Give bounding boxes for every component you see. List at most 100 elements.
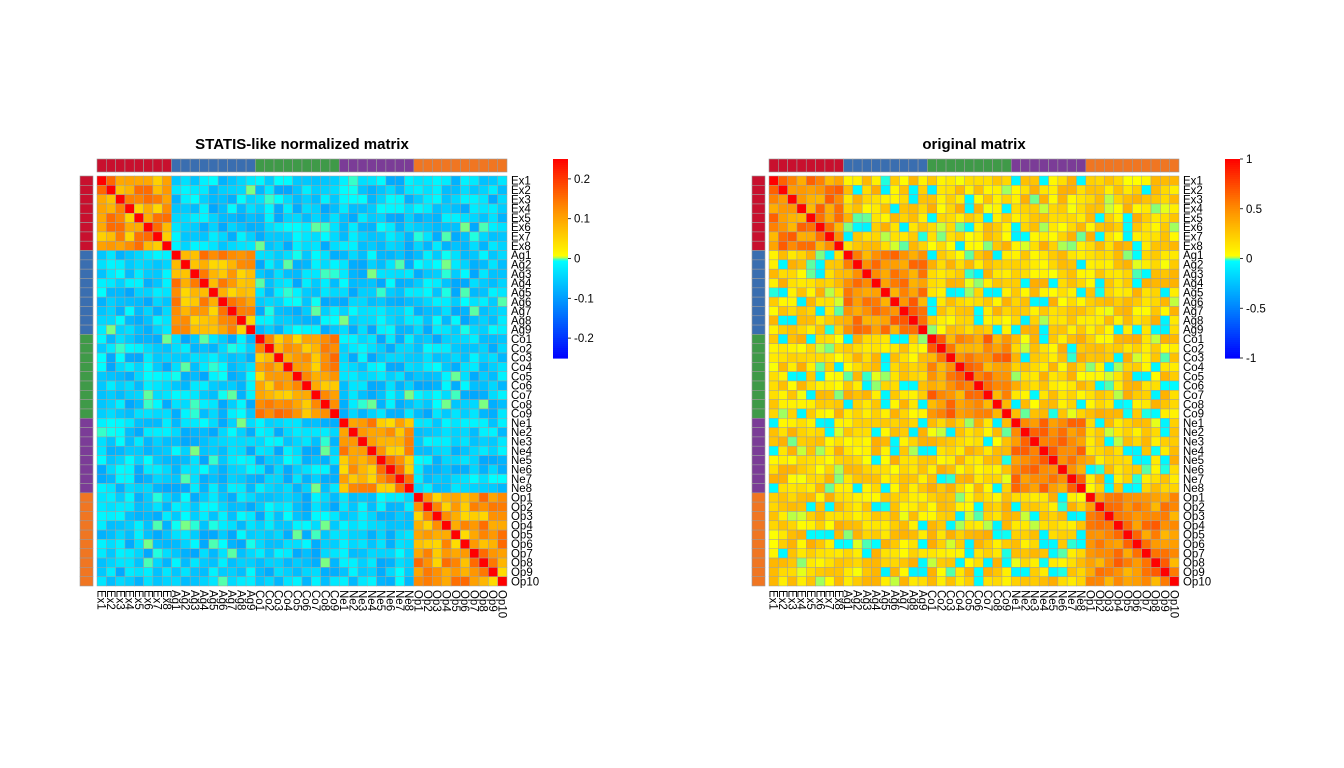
heatmap-cell (124, 548, 135, 559)
heatmap-cell (1122, 492, 1133, 503)
heatmap-cell (1029, 362, 1040, 372)
heatmap-cell (311, 408, 321, 419)
heatmap-cell (1011, 436, 1021, 447)
heatmap-cell (394, 390, 405, 400)
heatmap-cell (1029, 492, 1040, 503)
heatmap-cell (273, 548, 284, 559)
row-group-cell (751, 287, 766, 298)
heatmap-cell (843, 380, 854, 391)
heatmap-cell (861, 287, 872, 298)
heatmap-cell (964, 418, 975, 428)
heatmap-cell (180, 371, 191, 382)
heatmap-cell (1169, 427, 1180, 438)
heatmap-cell (301, 352, 312, 363)
heatmap-cell (1122, 445, 1133, 456)
heatmap-cell (945, 418, 956, 428)
heatmap-cell (1020, 539, 1031, 549)
heatmap-cell (983, 231, 993, 242)
column-group-cell (1132, 158, 1143, 173)
heatmap-cell (488, 427, 498, 438)
heatmap-cell (1001, 296, 1012, 307)
heatmap-cell (357, 287, 368, 298)
heatmap-cell (292, 455, 303, 466)
heatmap-cell (366, 418, 377, 428)
heatmap-cell (871, 259, 882, 270)
colorbar-segment (1224, 344, 1240, 347)
heatmap-cell (441, 334, 452, 344)
heatmap-cell (124, 380, 135, 391)
heatmap-cell (983, 418, 993, 428)
heatmap-cell (413, 390, 424, 400)
heatmap-cell (778, 259, 788, 270)
heatmap-cell (936, 213, 947, 223)
heatmap-cell (189, 250, 200, 261)
heatmap-cell (422, 324, 433, 335)
heatmap-cell (778, 427, 788, 438)
heatmap-cell (245, 343, 256, 354)
heatmap-cell (1122, 185, 1133, 195)
heatmap-cell (880, 296, 891, 307)
heatmap-cell (1085, 408, 1096, 419)
heatmap-cell (1001, 222, 1012, 233)
heatmap-cell (134, 343, 144, 354)
heatmap-cell (180, 278, 191, 289)
heatmap-cell (778, 352, 788, 363)
heatmap-cell (1048, 557, 1059, 568)
column-label: Co6 (972, 590, 984, 611)
heatmap-cell (908, 408, 919, 419)
heatmap-cell (815, 576, 826, 587)
row-group-cell (79, 417, 94, 428)
column-group-cell (180, 158, 191, 173)
heatmap-cell (497, 399, 508, 410)
heatmap-cell (199, 380, 210, 391)
heatmap-cell (1048, 194, 1059, 205)
heatmap-cell (927, 343, 937, 354)
heatmap-cell (422, 557, 433, 568)
heatmap-cell (815, 315, 826, 326)
heatmap-cell (227, 436, 238, 447)
heatmap-cell (1001, 306, 1012, 317)
heatmap-cell (329, 287, 340, 298)
heatmap-cell (96, 306, 107, 317)
heatmap-cell (908, 427, 919, 438)
heatmap-cell (992, 259, 1003, 270)
row-label: Op9 (511, 567, 533, 579)
heatmap-cell (497, 287, 508, 298)
heatmap-cell (1141, 334, 1152, 344)
heatmap-cell (413, 380, 424, 391)
heatmap-cell (852, 287, 863, 298)
heatmap-cell (301, 362, 312, 372)
heatmap-cell (1160, 529, 1170, 540)
heatmap-cell (171, 324, 182, 335)
heatmap-cell (115, 539, 126, 549)
heatmap-cell (1048, 408, 1059, 419)
row-label: Ex8 (511, 241, 531, 253)
heatmap-cell (283, 287, 293, 298)
heatmap-cell (413, 576, 424, 587)
colorbar-segment (1224, 272, 1240, 276)
heatmap-cell (357, 296, 368, 307)
heatmap-cell (236, 380, 247, 391)
heatmap-cell (497, 315, 508, 326)
heatmap-cell (376, 418, 387, 428)
heatmap-cell (778, 445, 788, 456)
heatmap-cell (973, 408, 984, 419)
heatmap-cell (143, 352, 154, 363)
heatmap-cell (1029, 399, 1040, 410)
heatmap-cell (852, 557, 863, 568)
heatmap-cell (983, 567, 993, 577)
heatmap-cell (1150, 185, 1161, 195)
heatmap-cell (161, 492, 172, 503)
heatmap-cell (1132, 408, 1142, 419)
heatmap-cell (1169, 194, 1180, 205)
heatmap-cell (255, 473, 265, 484)
heatmap-cell (861, 567, 872, 577)
heatmap-cell (208, 371, 219, 382)
heatmap-cell (917, 427, 928, 438)
heatmap-cell (1122, 557, 1133, 568)
heatmap-cell (1020, 287, 1031, 298)
heatmap-cell (161, 175, 172, 186)
heatmap-cell (1113, 240, 1124, 251)
heatmap-cell (134, 408, 144, 419)
heatmap-cell (339, 259, 349, 270)
